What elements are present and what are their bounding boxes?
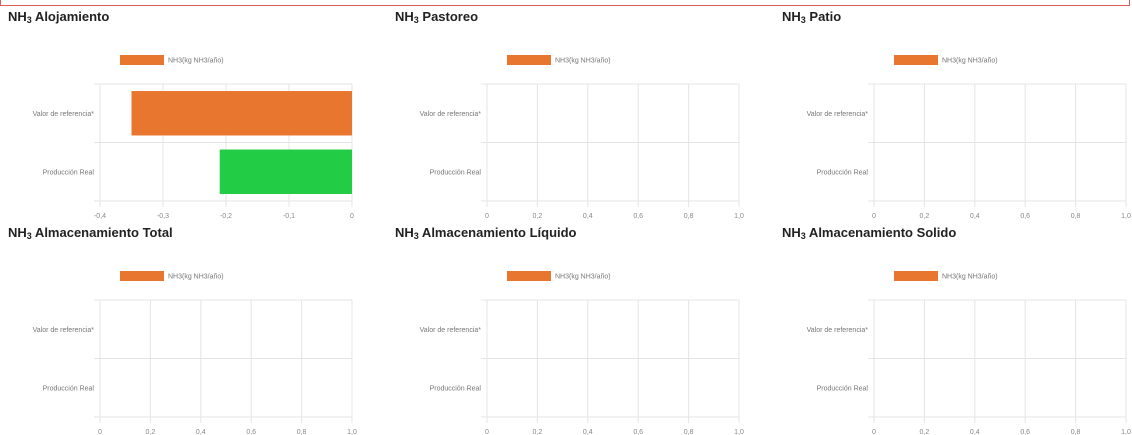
x-tick-label: 0: [872, 429, 876, 435]
x-tick-label: 0,8: [1071, 213, 1081, 220]
x-tick-label: 0,4: [970, 429, 980, 435]
x-tick-label: -0,1: [283, 213, 295, 220]
x-tick-label: 0,8: [684, 213, 694, 220]
x-tick-label: -0,2: [220, 213, 232, 220]
x-tick-label: 0: [485, 213, 489, 220]
x-tick-label: 0,6: [1020, 429, 1030, 435]
x-tick-label: 0,2: [533, 429, 543, 435]
selection-frame: [0, 0, 1130, 6]
chart-panel-alojamiento: NH3 Alojamiento NH3(kg NH3/año) -0,4 -0,3 -…: [8, 9, 368, 220]
chart-title: NH3 Pastoreo: [395, 9, 479, 25]
x-tick-label: 0,6: [633, 429, 643, 435]
chart-title: NH3 Almacenamiento Total: [8, 225, 173, 241]
x-tick-label: -0,3: [157, 213, 169, 220]
y-category-label: Producción Real: [430, 385, 482, 392]
legend-label: NH3(kg NH3/año): [942, 274, 998, 281]
x-tick-label: 0,8: [684, 429, 694, 435]
y-category-label: Valor de referencia*: [420, 111, 482, 118]
x-tick-label: 0: [872, 213, 876, 220]
chart-svg: NH3(kg NH3/año) -0,4 -0,3 -0,2 -0,1 0 Valor de…: [33, 55, 354, 220]
y-category-label: Producción Real: [43, 385, 95, 392]
x-tick-label: 0,4: [196, 429, 206, 435]
legend-label: NH3(kg NH3/año): [942, 58, 998, 65]
chart-svg: NH3(kg NH3/año) 0 0,2 0,4 0,6 0,8 1,0 Valor de …: [807, 55, 1131, 220]
y-category-label: Valor de referencia*: [420, 327, 482, 334]
x-tick-label: 0,4: [583, 429, 593, 435]
chart-title: NH3 Almacenamiento Solido: [782, 225, 957, 241]
legend-swatch: [894, 55, 938, 65]
x-tick-label: -0,4: [94, 213, 106, 220]
x-tick-label: 0,2: [920, 213, 930, 220]
legend-label: NH3(kg NH3/año): [555, 58, 611, 65]
x-tick-label: 0,8: [297, 429, 307, 435]
x-tick-label: 1,0: [1121, 213, 1131, 220]
y-category-label: Producción Real: [43, 169, 95, 176]
x-tick-label: 1,0: [1121, 429, 1131, 435]
y-category-label: Valor de referencia*: [807, 327, 869, 334]
legend: NH3(kg NH3/año): [894, 55, 998, 65]
x-tick-label: 0,6: [1020, 213, 1030, 220]
bar: [219, 149, 352, 194]
y-category-label: Producción Real: [817, 169, 869, 176]
y-category-label: Valor de referencia*: [33, 111, 95, 118]
chart-svg: NH3(kg NH3/año) 0 0,2 0,4 0,6 0,8 1,0 Valor de …: [420, 55, 744, 220]
x-tick-label: 0: [485, 429, 489, 435]
x-tick-label: 1,0: [734, 429, 744, 435]
x-tick-label: 0,2: [533, 213, 543, 220]
x-tick-label: 0,6: [633, 213, 643, 220]
bar: [131, 91, 352, 136]
chart-svg: NH3(kg NH3/año) 0 0,2 0,4 0,6 0,8 1,0 Valor de …: [807, 271, 1131, 435]
chart-svg: NH3(kg NH3/año) 0 0,2 0,4 0,6 0,8 1,0 Valor de …: [420, 271, 744, 435]
legend: NH3(kg NH3/año): [120, 55, 224, 65]
x-tick-label: 0: [350, 213, 354, 220]
legend-swatch: [894, 271, 938, 281]
x-tick-label: 0,8: [1071, 429, 1081, 435]
chart-panel-patio: NH3 Patio NH3(kg NH3/año) 0 0,2 0,4 0,6 0,8 1,…: [782, 9, 1132, 220]
chart-panel-almacenamiento-total: NH3 Almacenamiento Total NH3(kg NH3/año)…: [8, 225, 368, 435]
legend-swatch: [120, 55, 164, 65]
chart-title: NH3 Almacenamiento Líquido: [395, 225, 577, 241]
x-tick-label: 0,2: [146, 429, 156, 435]
y-category-label: Producción Real: [817, 385, 869, 392]
legend-label: NH3(kg NH3/año): [168, 58, 224, 65]
legend-swatch: [507, 55, 551, 65]
x-tick-label: 1,0: [734, 213, 744, 220]
x-tick-label: 1,0: [347, 429, 357, 435]
legend-label: NH3(kg NH3/año): [168, 274, 224, 281]
x-tick-label: 0: [98, 429, 102, 435]
x-tick-label: 0,6: [246, 429, 256, 435]
y-category-label: Valor de referencia*: [807, 111, 869, 118]
chart-title: NH3 Alojamiento: [8, 9, 110, 25]
y-category-label: Producción Real: [430, 169, 482, 176]
x-tick-label: 0,4: [970, 213, 980, 220]
legend: NH3(kg NH3/año): [120, 271, 224, 281]
legend: NH3(kg NH3/año): [894, 271, 998, 281]
legend: NH3(kg NH3/año): [507, 271, 611, 281]
chart-panel-almacenamiento-solido: NH3 Almacenamiento Solido NH3(kg NH3/año…: [782, 225, 1132, 435]
legend-swatch: [507, 271, 551, 281]
legend-swatch: [120, 271, 164, 281]
x-tick-label: 0,4: [583, 213, 593, 220]
legend-label: NH3(kg NH3/año): [555, 274, 611, 281]
y-category-label: Valor de referencia*: [33, 327, 95, 334]
chart-svg: NH3(kg NH3/año) 0 0,2 0,4 0,6 0,8 1,0 Valor de …: [33, 271, 357, 435]
chart-title: NH3 Patio: [782, 9, 842, 25]
x-tick-label: 0,2: [920, 429, 930, 435]
chart-panel-almacenamiento-liquido: NH3 Almacenamiento Líquido NH3(kg NH3/añ…: [395, 225, 755, 435]
legend: NH3(kg NH3/año): [507, 55, 611, 65]
chart-panel-pastoreo: NH3 Pastoreo NH3(kg NH3/año) 0 0,2 0,4 0,6 0,…: [395, 9, 755, 220]
